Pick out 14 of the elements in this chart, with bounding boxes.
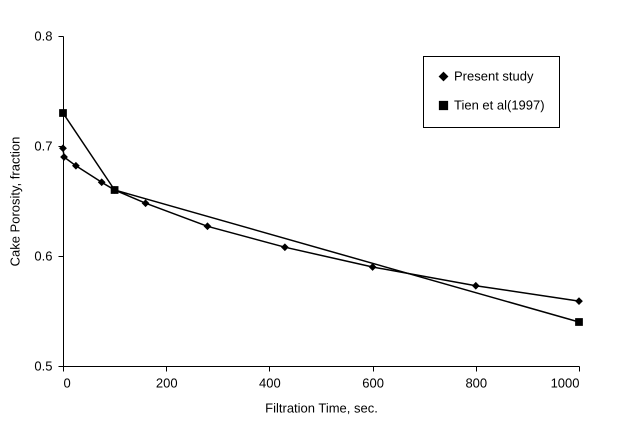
x-tick-label: 400 [259,376,281,390]
y-tick-label: 0.5 [34,358,52,374]
x-tick-label: 1000 [550,376,580,390]
x-tick-label: 200 [156,376,178,390]
legend-label: Tien et al(1997) [454,98,545,112]
y-tick-label: 0.6 [34,248,52,264]
x-tick-label: 0 [64,376,71,390]
y-tick-label: 0.8 [34,28,52,44]
y-tick-label: 0.7 [34,138,52,154]
legend-label: Present study [454,68,534,84]
x-axis-title: Filtration Time, sec. [265,400,378,416]
x-tick-label: 600 [362,376,384,390]
x-tick-label: 800 [465,376,488,390]
y-axis-title: Cake Porosity, fraction [7,136,22,266]
